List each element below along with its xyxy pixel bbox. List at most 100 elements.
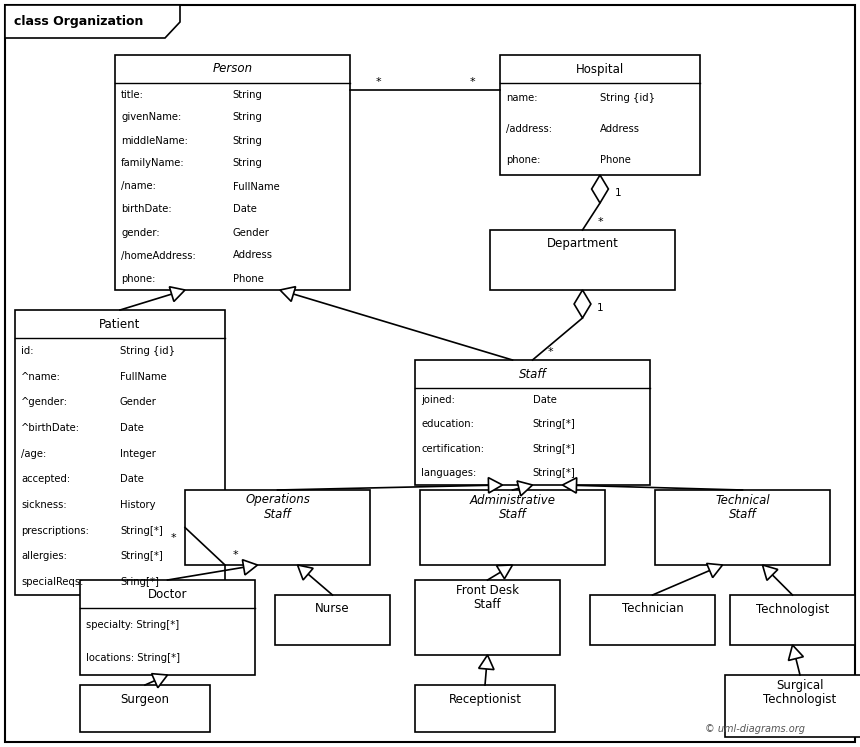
Text: String {id}: String {id} [120, 346, 175, 356]
Text: Technologist: Technologist [756, 603, 829, 616]
Text: © uml-diagrams.org: © uml-diagrams.org [705, 724, 805, 734]
Text: Address: Address [232, 250, 273, 261]
Text: Date: Date [232, 205, 256, 214]
Text: FullName: FullName [232, 182, 280, 191]
Text: Integer: Integer [120, 449, 156, 459]
Text: 1: 1 [597, 303, 604, 313]
Polygon shape [707, 563, 722, 577]
Text: allergies:: allergies: [21, 551, 67, 562]
Text: Technical
Staff: Technical Staff [716, 494, 770, 521]
Text: ^name:: ^name: [21, 371, 61, 382]
Text: middleName:: middleName: [121, 135, 187, 146]
Text: certification:: certification: [421, 444, 484, 453]
Text: Patient: Patient [99, 317, 141, 330]
Text: phone:: phone: [121, 273, 156, 284]
Text: String: String [232, 158, 262, 169]
Text: joined:: joined: [421, 395, 455, 405]
Polygon shape [5, 5, 180, 38]
Polygon shape [789, 645, 803, 660]
FancyBboxPatch shape [420, 490, 605, 565]
FancyBboxPatch shape [730, 595, 855, 645]
FancyBboxPatch shape [590, 595, 715, 645]
Text: name:: name: [506, 93, 538, 103]
FancyBboxPatch shape [415, 685, 555, 732]
Text: Administrative
Staff: Administrative Staff [470, 494, 556, 521]
Text: *: * [232, 550, 238, 560]
FancyBboxPatch shape [5, 5, 855, 742]
FancyBboxPatch shape [80, 685, 210, 732]
Text: Surgical
Technologist: Surgical Technologist [764, 678, 837, 707]
Text: FullName: FullName [120, 371, 167, 382]
Text: /homeAddress:: /homeAddress: [121, 250, 196, 261]
Text: Nurse: Nurse [315, 603, 350, 616]
Text: Gender: Gender [232, 228, 269, 238]
Text: Technician: Technician [622, 603, 684, 616]
Text: *: * [548, 347, 553, 357]
Text: String[*]: String[*] [532, 468, 575, 478]
Text: Address: Address [600, 124, 640, 134]
Text: Doctor: Doctor [148, 587, 187, 601]
Polygon shape [479, 655, 494, 669]
Text: sickness:: sickness: [21, 500, 66, 510]
Text: Phone: Phone [600, 155, 631, 164]
Text: specialReqs:: specialReqs: [21, 577, 83, 587]
Text: locations: String[*]: locations: String[*] [86, 653, 180, 663]
Text: Staff: Staff [519, 368, 546, 380]
Text: specialty: String[*]: specialty: String[*] [86, 620, 179, 630]
Text: Sring[*]: Sring[*] [120, 577, 159, 587]
Text: *: * [470, 77, 475, 87]
Text: String[*]: String[*] [120, 526, 163, 536]
Text: Surgeon: Surgeon [120, 692, 169, 705]
FancyBboxPatch shape [490, 230, 675, 290]
Text: /age:: /age: [21, 449, 46, 459]
FancyBboxPatch shape [15, 310, 225, 595]
Text: String: String [232, 113, 262, 123]
Text: title:: title: [121, 90, 144, 99]
Text: gender:: gender: [121, 228, 160, 238]
Text: String[*]: String[*] [532, 419, 575, 430]
Polygon shape [496, 565, 513, 579]
Text: phone:: phone: [506, 155, 540, 164]
Text: givenName:: givenName: [121, 113, 181, 123]
Polygon shape [151, 674, 168, 688]
Text: String[*]: String[*] [532, 444, 575, 453]
Text: String: String [232, 135, 262, 146]
Text: Phone: Phone [232, 273, 263, 284]
FancyBboxPatch shape [415, 580, 560, 655]
Text: class Organization: class Organization [14, 14, 144, 28]
Text: Operations
Staff: Operations Staff [245, 494, 310, 521]
FancyBboxPatch shape [80, 580, 255, 675]
FancyBboxPatch shape [115, 55, 350, 290]
Text: birthDate:: birthDate: [121, 205, 172, 214]
Text: Front Desk
Staff: Front Desk Staff [456, 583, 519, 612]
Text: ^gender:: ^gender: [21, 397, 68, 407]
Text: String: String [232, 90, 262, 99]
Text: *: * [598, 217, 604, 227]
Text: Person: Person [212, 63, 253, 75]
Text: education:: education: [421, 419, 474, 430]
Text: Receptionist: Receptionist [449, 692, 521, 705]
Polygon shape [763, 565, 777, 580]
Text: History: History [120, 500, 156, 510]
Text: prescriptions:: prescriptions: [21, 526, 89, 536]
Text: String {id}: String {id} [600, 93, 655, 103]
FancyBboxPatch shape [185, 490, 370, 565]
Text: languages:: languages: [421, 468, 476, 478]
Text: Hospital: Hospital [576, 63, 624, 75]
Text: Date: Date [532, 395, 556, 405]
Text: String[*]: String[*] [120, 551, 163, 562]
Text: Department: Department [547, 238, 618, 250]
FancyBboxPatch shape [655, 490, 830, 565]
Text: Date: Date [120, 423, 144, 433]
FancyBboxPatch shape [725, 675, 860, 737]
Text: familyName:: familyName: [121, 158, 185, 169]
Polygon shape [517, 481, 532, 496]
FancyBboxPatch shape [275, 595, 390, 645]
Text: ^birthDate:: ^birthDate: [21, 423, 80, 433]
Text: 1: 1 [615, 188, 621, 198]
Text: Gender: Gender [120, 397, 157, 407]
Polygon shape [562, 477, 577, 493]
Polygon shape [169, 287, 185, 302]
Text: Date: Date [120, 474, 144, 484]
Text: /address:: /address: [506, 124, 552, 134]
